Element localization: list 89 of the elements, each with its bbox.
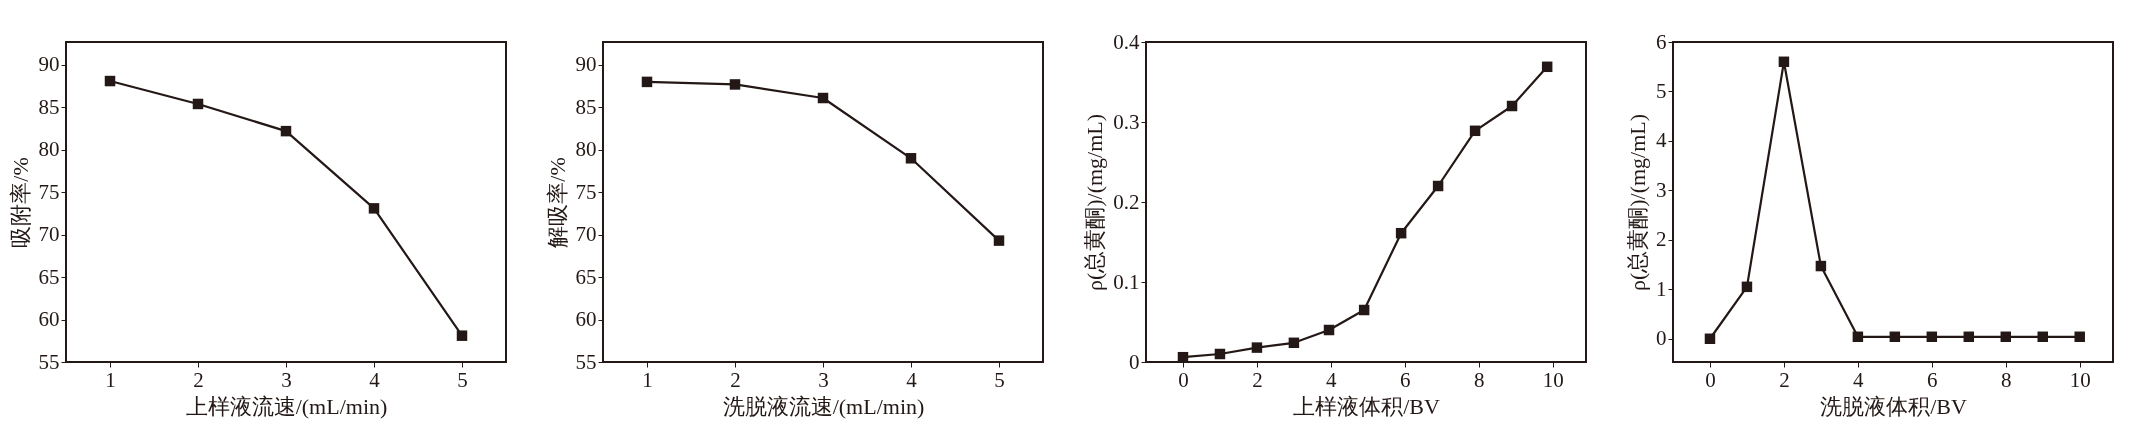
- point: [1358, 304, 1370, 316]
- y-tick-label: 0: [1656, 326, 1667, 351]
- point: [1541, 61, 1553, 73]
- point: [280, 125, 292, 137]
- y-tick-label: 55: [575, 349, 597, 374]
- point: [2000, 331, 2012, 343]
- y-tick-label: 80: [38, 137, 60, 162]
- x-tick-label: 2: [193, 367, 204, 392]
- point: [456, 330, 468, 341]
- x-tick-label: 2: [1779, 367, 1790, 392]
- y-tick-label: 0: [1129, 349, 1140, 374]
- point: [368, 203, 380, 214]
- x-axis-title: 洗脱液体积/BV: [1820, 393, 1967, 419]
- y-tick-label: 65: [38, 264, 60, 289]
- point: [1815, 260, 1827, 272]
- point: [1963, 331, 1975, 343]
- y-tick-label: 70: [38, 222, 60, 247]
- point: [1889, 331, 1901, 343]
- x-tick-label: 6: [1400, 367, 1411, 392]
- x-tick-label: 3: [281, 367, 292, 392]
- y-tick-label: 90: [575, 52, 597, 77]
- y-tick-label: 90: [38, 52, 60, 77]
- x-tick-label: 4: [1853, 367, 1865, 392]
- point: [817, 92, 829, 104]
- y-tick-label: 80: [575, 137, 597, 162]
- y-tick-label: 2: [1656, 227, 1667, 252]
- point: [1778, 56, 1790, 68]
- point: [1926, 331, 1938, 343]
- point: [1852, 331, 1864, 343]
- x-tick-label: 8: [1474, 367, 1485, 392]
- point: [1288, 337, 1300, 349]
- x-tick-label: 5: [994, 367, 1005, 392]
- y-tick-label: 60: [575, 307, 597, 332]
- point: [1323, 324, 1335, 336]
- x-tick-label: 0: [1178, 367, 1189, 392]
- point: [1432, 180, 1444, 192]
- x-tick-label: 4: [906, 367, 918, 392]
- y-tick-label: 1: [1656, 276, 1667, 301]
- point: [641, 76, 653, 88]
- point: [2074, 331, 2085, 343]
- x-axis-title: 洗脱液流速/(mL/min): [722, 393, 925, 419]
- point: [1704, 333, 1716, 344]
- y-axis-title: 吸附率/%: [7, 157, 33, 248]
- x-tick-label: 6: [1927, 367, 1938, 392]
- y-tick-label: 0.1: [1113, 269, 1140, 294]
- x-axis-title: 上样液流速/(mL/min): [185, 393, 388, 419]
- point: [192, 98, 204, 110]
- y-tick-label: 0.3: [1113, 109, 1140, 134]
- x-tick-label: 1: [105, 367, 116, 392]
- x-tick-label: 3: [818, 367, 829, 392]
- point: [104, 75, 116, 87]
- y-tick-label: 70: [575, 222, 597, 247]
- x-tick-label: 1: [642, 367, 653, 392]
- x-tick-label: 4: [369, 367, 381, 392]
- x-tick-label: 0: [1705, 367, 1716, 392]
- y-tick-label: 3: [1656, 177, 1667, 202]
- x-tick-label: 2: [1252, 367, 1263, 392]
- y-tick-label: 4: [1656, 128, 1667, 153]
- y-tick-label: 85: [575, 94, 597, 119]
- y-tick-label: 75: [38, 179, 60, 204]
- y-tick-label: 5: [1656, 78, 1667, 103]
- y-axis-title: ρ(总黄酮)/(mg/mL): [1625, 113, 1650, 292]
- y-tick-label: 65: [575, 264, 597, 289]
- x-axis-title: 上样液体积/BV: [1293, 393, 1440, 419]
- y-tick-label: 6: [1656, 29, 1667, 54]
- point: [1395, 227, 1407, 239]
- y-tick-label: 75: [575, 179, 597, 204]
- y-tick-label: 0.2: [1113, 189, 1140, 214]
- point: [1741, 281, 1753, 293]
- y-tick-label: 60: [38, 307, 60, 332]
- y-axis-title: 解吸率/%: [544, 157, 570, 248]
- x-tick-label: 4: [1326, 367, 1338, 392]
- point: [2037, 331, 2048, 343]
- x-tick-label: 2: [730, 367, 741, 392]
- y-axis-title: ρ(总黄酮)/(mg/mL): [1082, 113, 1108, 292]
- y-tick-label: 0.4: [1113, 29, 1140, 54]
- point: [993, 235, 1005, 246]
- x-tick-label: 5: [457, 367, 468, 392]
- y-tick-label: 55: [38, 349, 60, 374]
- x-tick-label: 8: [2001, 367, 2012, 392]
- point: [1469, 125, 1481, 137]
- point: [1214, 348, 1226, 360]
- x-tick-label: 10: [2069, 367, 2091, 392]
- y-tick-label: 85: [38, 94, 60, 119]
- point: [1506, 100, 1518, 112]
- point: [729, 79, 741, 90]
- x-tick-label: 10: [1542, 367, 1564, 392]
- point: [905, 153, 917, 164]
- point: [1251, 342, 1263, 353]
